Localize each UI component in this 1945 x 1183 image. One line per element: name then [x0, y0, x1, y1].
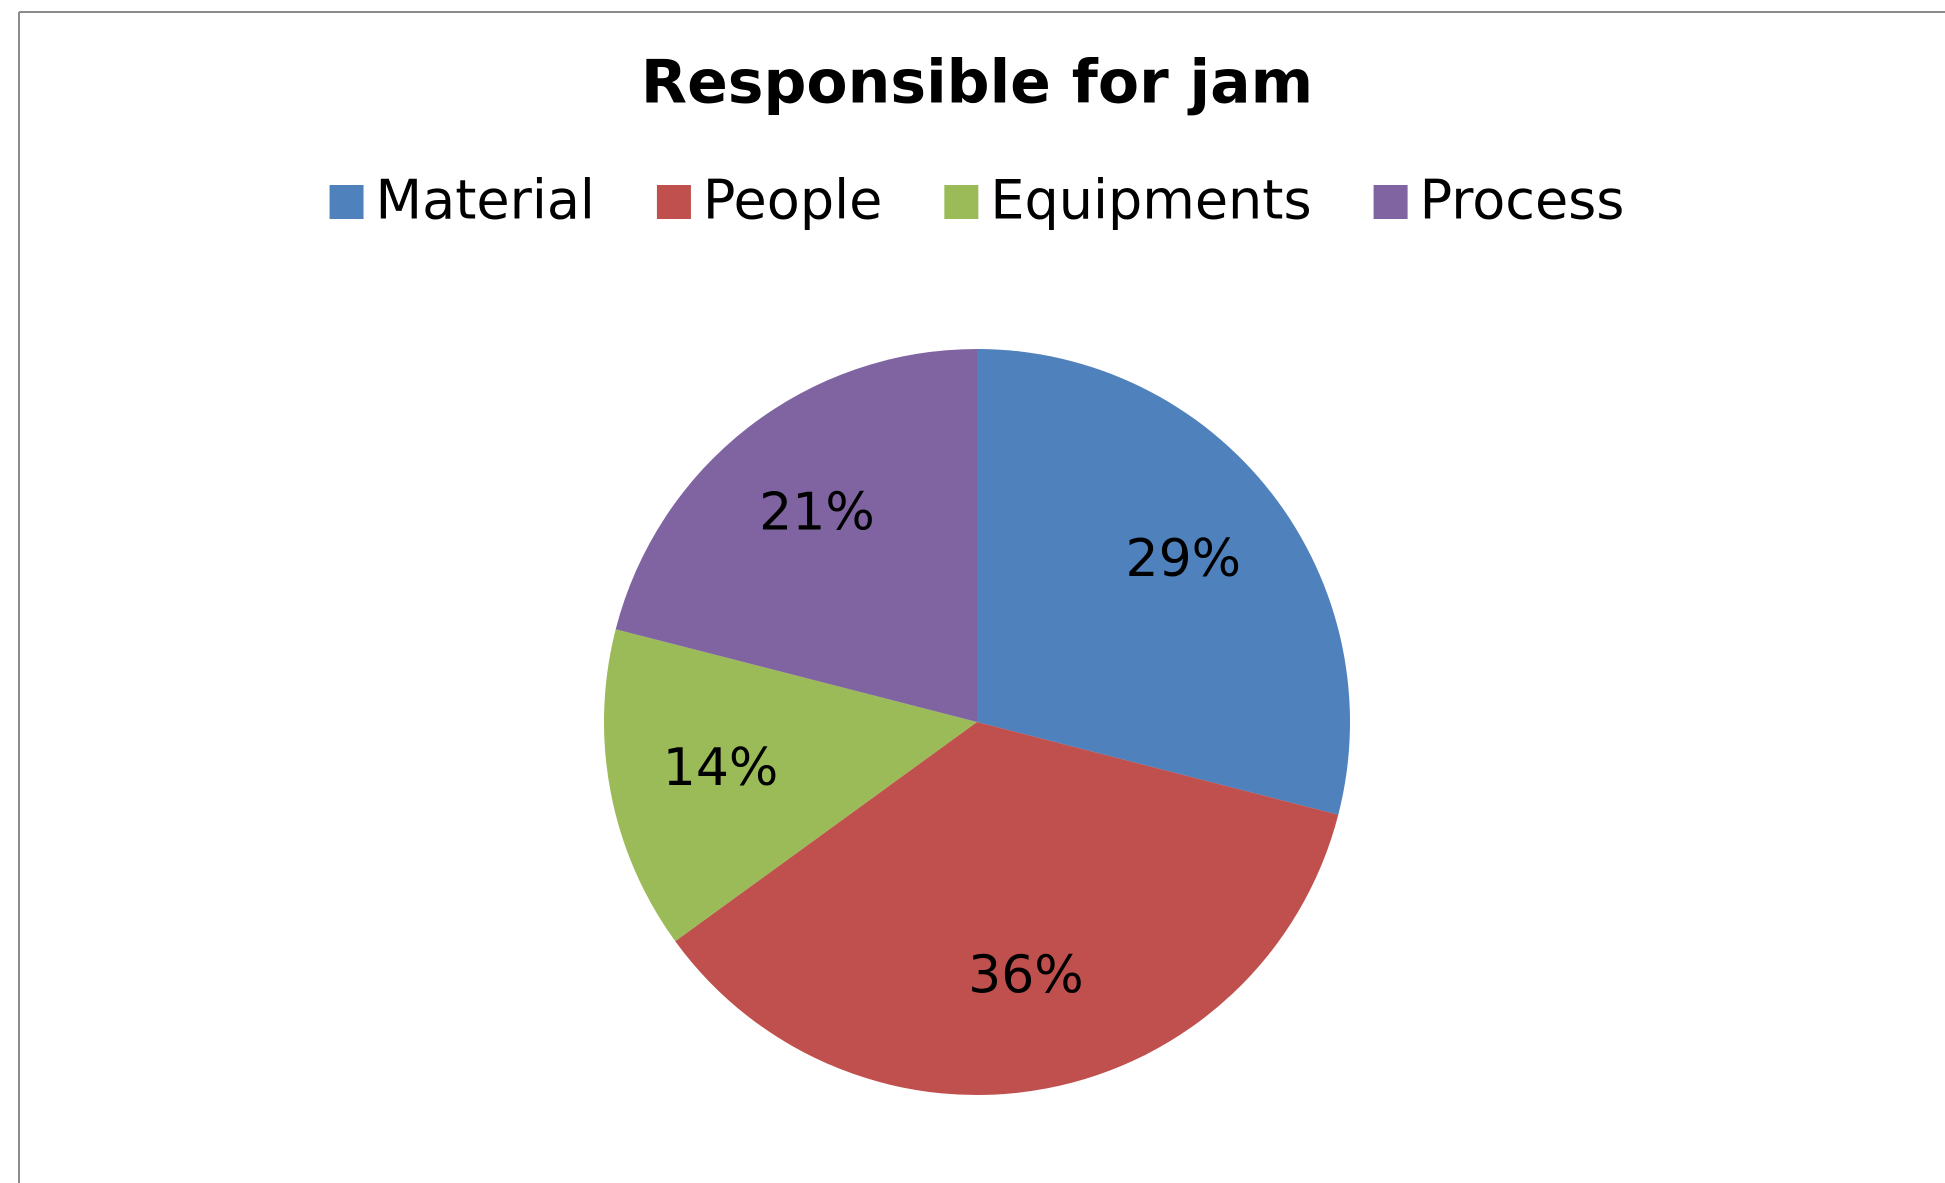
- pie-slice: [675, 722, 1339, 1096]
- pie-slice: [977, 349, 1350, 815]
- legend-label: Process: [1420, 169, 1625, 232]
- legend-swatch: [1373, 185, 1408, 219]
- data-label: 14%: [663, 738, 779, 798]
- legend-label: People: [703, 169, 882, 232]
- data-label: 29%: [1126, 529, 1242, 589]
- legend-label: Material: [376, 169, 595, 232]
- legend-swatch: [329, 185, 364, 219]
- data-label: 36%: [968, 945, 1084, 1005]
- legend: Material People Equipments Process: [329, 169, 1625, 232]
- legend-label: Equipments: [990, 169, 1311, 232]
- pie-slice: [615, 349, 977, 722]
- legend-swatch: [944, 185, 979, 219]
- data-label: 21%: [759, 483, 875, 543]
- legend-swatch: [656, 185, 691, 219]
- pie-slice: [604, 629, 977, 942]
- chart-title: Responsible for jam: [641, 48, 1313, 118]
